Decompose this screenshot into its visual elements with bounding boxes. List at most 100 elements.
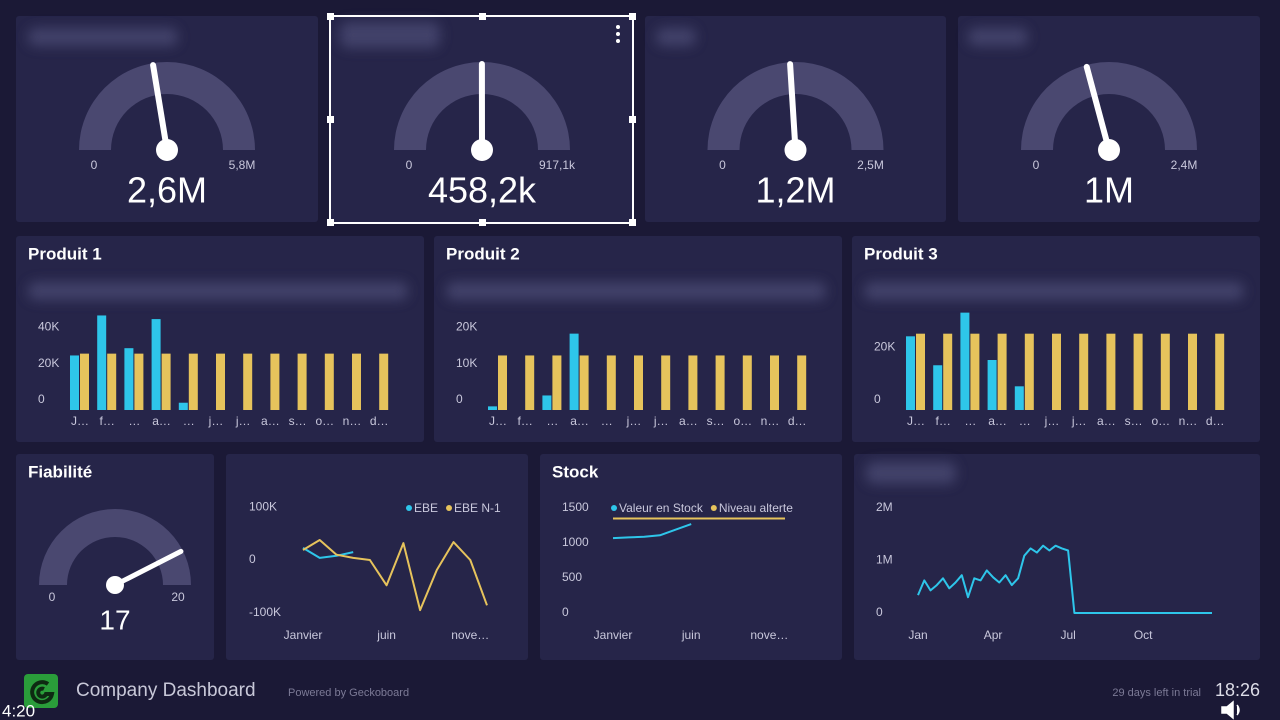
handle[interactable]	[327, 219, 334, 226]
gauge-needle	[787, 61, 799, 153]
bar	[997, 333, 1007, 410]
footer: Company Dashboard Powered by Geckoboard …	[2, 674, 1260, 720]
x-tick-label: Jan	[908, 628, 927, 642]
handle[interactable]	[479, 13, 486, 20]
x-tick-label: f…	[100, 414, 115, 428]
x-tick-label: j…	[1071, 414, 1087, 428]
x-tick-label: j…	[653, 414, 669, 428]
bar	[933, 365, 943, 410]
y-tick-label: 0	[874, 392, 881, 406]
x-tick-label: f…	[518, 414, 533, 428]
bar	[987, 360, 997, 410]
x-tick-label: nove…	[750, 628, 788, 642]
x-tick-label: n…	[761, 414, 780, 428]
handle[interactable]	[327, 13, 334, 20]
handle[interactable]	[629, 13, 636, 20]
gauge-min: 0	[91, 158, 98, 172]
bar	[1160, 333, 1170, 410]
x-tick-label: …	[546, 414, 558, 428]
panel	[16, 236, 424, 442]
y-tick-label: 500	[562, 570, 582, 584]
menu-dot[interactable]	[616, 39, 620, 43]
x-tick-label: juin	[376, 628, 396, 642]
x-tick-label: d…	[1206, 414, 1225, 428]
gauge-min: 0	[406, 158, 413, 172]
x-tick-label: n…	[1179, 414, 1198, 428]
x-tick-label: …	[964, 414, 976, 428]
handle[interactable]	[629, 219, 636, 226]
gauge-hub	[1098, 139, 1120, 161]
bar	[606, 355, 616, 410]
x-tick-label: …	[1019, 414, 1031, 428]
bar	[178, 402, 188, 410]
blurred-subtitle	[864, 282, 1244, 300]
bar	[270, 353, 280, 410]
bar	[1106, 333, 1116, 410]
bar	[797, 355, 807, 410]
legend-swatch	[406, 505, 412, 511]
handle[interactable]	[327, 116, 334, 123]
x-tick-label: …	[128, 414, 140, 428]
x-tick-label: J…	[489, 414, 507, 428]
gauge-min: 0	[49, 590, 56, 604]
widget-title: Stock	[552, 462, 599, 481]
x-tick-label: J…	[71, 414, 89, 428]
bar	[1024, 333, 1034, 410]
bar	[579, 355, 589, 410]
handle[interactable]	[629, 116, 636, 123]
x-tick-label: Janvier	[284, 628, 323, 642]
menu-dot[interactable]	[616, 25, 620, 29]
handle[interactable]	[479, 219, 486, 226]
line-series	[612, 523, 692, 540]
bar	[542, 395, 552, 410]
menu-dot[interactable]	[616, 32, 620, 36]
x-tick-label: s…	[289, 414, 307, 428]
panel	[434, 236, 842, 442]
legend-swatch	[446, 505, 453, 511]
x-tick-label: a…	[679, 414, 698, 428]
bar	[124, 348, 134, 410]
bar	[970, 333, 980, 410]
bar	[1052, 333, 1061, 410]
selection-frame[interactable]	[327, 13, 636, 226]
x-tick-label: a…	[1097, 414, 1116, 428]
bar	[379, 353, 389, 410]
bar	[661, 355, 671, 410]
widget-title: Produit 1	[28, 244, 102, 263]
volume-icon[interactable]	[1221, 700, 1240, 720]
gauge-needle	[1083, 63, 1112, 153]
gauge-arc	[707, 62, 884, 151]
x-tick-label: f…	[936, 414, 951, 428]
x-tick-label: a…	[570, 414, 589, 428]
legend-label: EBE	[414, 501, 438, 515]
bar	[688, 355, 698, 410]
bar	[134, 353, 144, 410]
bar	[1133, 333, 1143, 410]
bar	[742, 355, 752, 410]
y-tick-label: 0	[562, 605, 569, 619]
bar	[70, 355, 79, 410]
x-tick-label: d…	[370, 414, 389, 428]
blurred-title	[656, 28, 696, 46]
bar	[97, 315, 107, 410]
gauge-value: 2,6M	[127, 170, 207, 211]
bar	[243, 353, 253, 410]
bar	[161, 353, 171, 410]
y-tick-label: 20K	[456, 319, 477, 333]
y-tick-label: 1M	[876, 553, 893, 567]
bar	[569, 333, 579, 410]
x-tick-label: s…	[1125, 414, 1143, 428]
x-tick-label: a…	[988, 414, 1007, 428]
bar	[488, 406, 497, 410]
bar	[1215, 333, 1225, 410]
legend-swatch	[710, 505, 717, 511]
x-tick-label: juin	[681, 628, 701, 642]
gauge-needle	[112, 548, 184, 588]
x-tick-label: o…	[315, 414, 334, 428]
blurred-subtitle	[446, 282, 826, 300]
gauge-value: 1,2M	[755, 170, 835, 211]
widget-title: Fiabilité	[28, 462, 92, 481]
dashboard-title: Company Dashboard	[76, 680, 256, 701]
bar	[216, 353, 225, 410]
gauge-hub	[784, 139, 807, 161]
